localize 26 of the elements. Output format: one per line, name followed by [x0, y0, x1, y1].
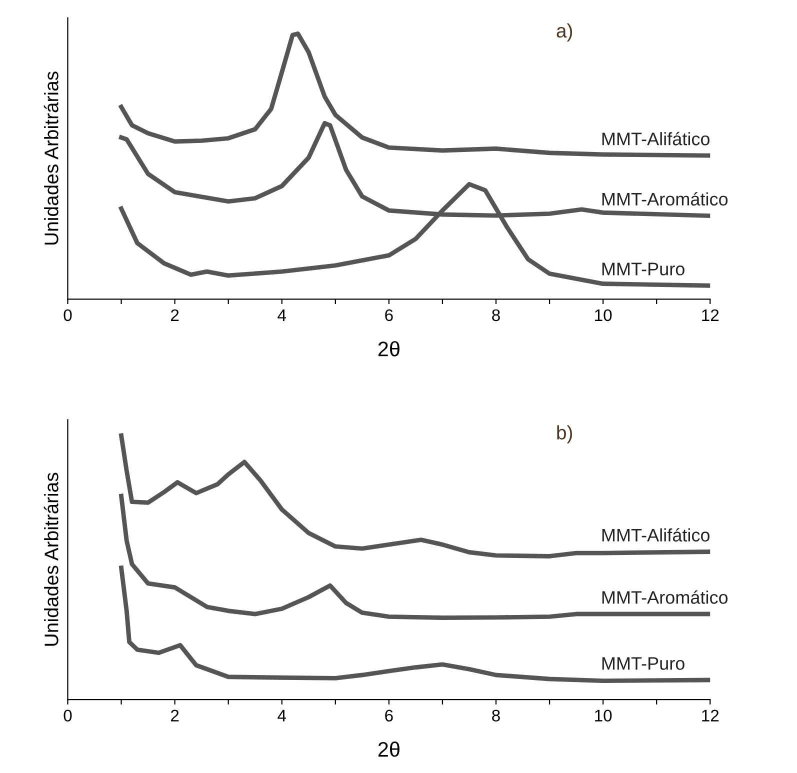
- series-label: MMT-Alifático: [602, 528, 710, 542]
- series-label: MMT-Aromático: [602, 192, 728, 206]
- x-tick-label: 0: [64, 309, 72, 322]
- y-axis-title: Unidades Arbitrárias: [44, 472, 58, 646]
- x-tick-label: 2: [171, 309, 179, 321]
- x-tick-label: 12: [702, 309, 719, 321]
- x-tick-label: 6: [385, 710, 393, 722]
- x-tick-label: 10: [595, 710, 612, 722]
- x-tick-label: 2: [171, 710, 179, 722]
- x-tick-label: 6: [385, 309, 393, 322]
- series-label: MMT-Puro: [602, 657, 684, 670]
- annotation: a): [556, 23, 572, 42]
- x-tick-label: 4: [278, 309, 286, 321]
- x-tick-label: 0: [64, 710, 72, 722]
- series-label: MMT-Puro: [602, 262, 684, 276]
- x-axis-title: 2θ: [378, 341, 400, 356]
- x-tick-label: 8: [492, 309, 500, 322]
- x-tick-label: 8: [492, 710, 500, 722]
- series-label: MMT-Aromático: [602, 590, 728, 604]
- series-label: MMT-Alifático: [602, 132, 710, 146]
- y-axis-title: Unidades Arbitrárias: [44, 72, 58, 245]
- annotation: b): [557, 425, 572, 444]
- x-axis-title: 2θ: [378, 742, 400, 757]
- x-tick-label: 4: [278, 710, 286, 722]
- x-tick-label: 10: [595, 309, 612, 322]
- x-tick-label: 12: [702, 710, 719, 722]
